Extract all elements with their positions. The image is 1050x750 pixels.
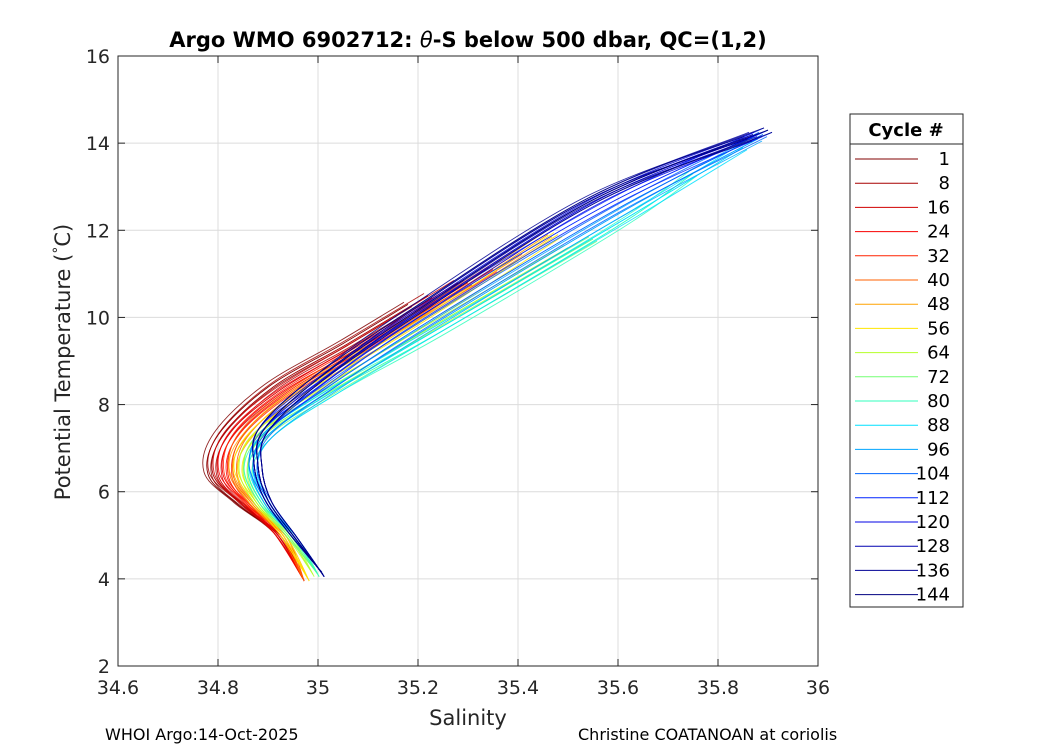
profile-line-cycle-48 (232, 234, 549, 580)
y-tick-label: 10 (86, 307, 110, 329)
x-tick-label: 34.8 (197, 677, 239, 699)
legend-label-72: 72 (927, 367, 950, 388)
footer-left-credit: WHOI Argo:14-Oct-2025 (105, 725, 299, 744)
legend-label-64: 64 (927, 343, 950, 364)
legend-label-144: 144 (916, 585, 950, 606)
profile-line-cycle-64 (238, 245, 565, 573)
legend-label-56: 56 (927, 318, 950, 339)
y-axis-label: Potential Temperature (°C) (51, 224, 75, 500)
legend-box (849, 113, 964, 608)
legend-label-112: 112 (916, 488, 950, 509)
x-tick-label: 36 (806, 677, 830, 699)
legend-label-8: 8 (939, 173, 950, 194)
y-tick-label: 12 (86, 220, 110, 242)
y-tick-label: 2 (98, 656, 110, 678)
profile-line-cycle-16 (212, 280, 455, 577)
legend-label-128: 128 (916, 536, 950, 557)
axes-box (117, 55, 819, 667)
y-tick-label: 8 (98, 395, 110, 417)
legend-label-120: 120 (916, 512, 950, 533)
x-tick-label: 35 (306, 677, 330, 699)
x-tick-label: 35.6 (597, 677, 639, 699)
legend-items: 1 8 16 24 32 40 48 56 64 72 80 88 96 104 112 120 128 136 1… (855, 149, 950, 606)
plot-area: 34.6 34.8 35 35.2 35.4 35.6 35.8 36 2 4 6 8 10 12 14 16 (86, 46, 830, 699)
footer-right-credit: Christine COATANOAN at coriolis (578, 725, 838, 744)
x-tick-label: 34.6 (97, 677, 139, 699)
legend-label-88: 88 (927, 415, 950, 436)
y-tick-label: 6 (98, 482, 110, 504)
profile-line-cycle-144 (256, 129, 769, 575)
x-tick-label: 35.8 (697, 677, 739, 699)
y-tick-label: 16 (86, 46, 110, 68)
x-tick-label: 35.2 (397, 677, 439, 699)
legend-label-24: 24 (927, 222, 950, 243)
profile-line-cycle-48 (228, 232, 545, 577)
profile-line-cycle-56 (233, 232, 555, 577)
legend-label-16: 16 (927, 197, 950, 218)
x-tick-label: 35.4 (497, 677, 539, 699)
legend-label-40: 40 (927, 270, 950, 291)
legend-label-96: 96 (927, 439, 950, 460)
y-tick-label: 4 (98, 569, 110, 591)
legend-title: Cycle # (868, 120, 943, 141)
profile-line-cycle-144 (252, 127, 765, 573)
legend-label-48: 48 (927, 294, 950, 315)
legend-label-1: 1 (939, 149, 950, 170)
x-axis-label: Salinity (429, 706, 507, 730)
legend: Cycle # 1 8 16 24 32 40 48 56 64 72 80 88 96 104 112 12… (849, 113, 964, 608)
legend-label-32: 32 (927, 246, 950, 267)
legend-label-80: 80 (927, 391, 950, 412)
profile-line-cycle-144 (260, 131, 773, 577)
y-tick-label: 14 (86, 133, 110, 155)
legend-label-104: 104 (916, 464, 950, 485)
profile-line-cycle-56 (237, 234, 559, 580)
legend-label-136: 136 (916, 560, 950, 581)
chart-title: Argo WMO 6902712: θ-S below 500 dbar, QC… (169, 28, 766, 52)
